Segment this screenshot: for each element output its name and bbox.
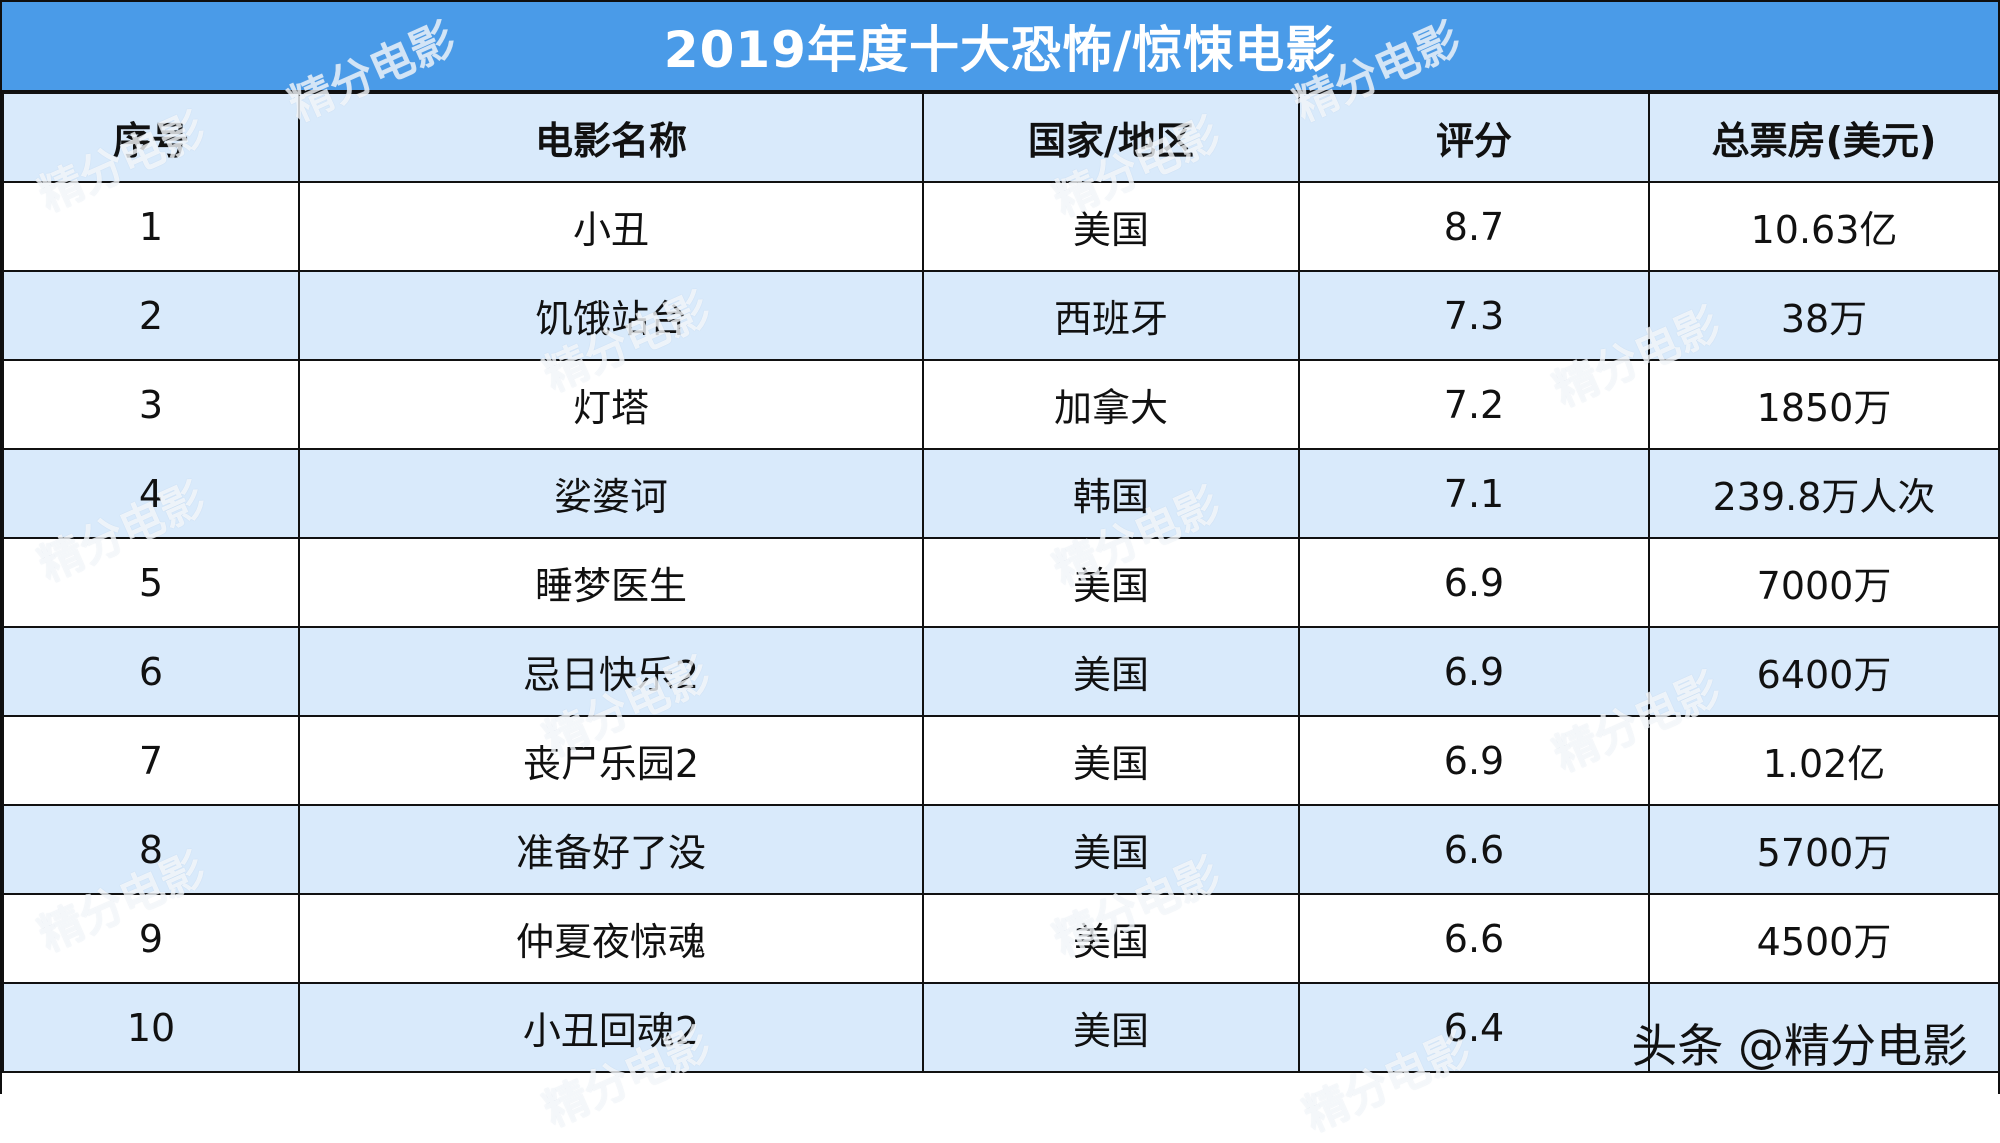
cell-name: 准备好了没: [298, 804, 924, 895]
cell-score: 6.9: [1298, 537, 1650, 628]
cell-country: 美国: [922, 537, 1300, 628]
cell-name: 小丑回魂2: [298, 982, 924, 1073]
cell-score: 6.6: [1298, 804, 1650, 895]
cell-name: 丧尸乐园2: [298, 715, 924, 806]
movie-ranking-table: 序号 电影名称 国家/地区 评分 总票房(美元) 1 小丑 美国 8.7 10.…: [2, 92, 2000, 1073]
cell-rank: 7: [2, 715, 300, 806]
cell-box-office: 5700万: [1648, 804, 2000, 895]
cell-name: 忌日快乐2: [298, 626, 924, 717]
cell-rank: 8: [2, 804, 300, 895]
cell-rank: 9: [2, 893, 300, 984]
table-row: 4 娑婆诃 韩国 7.1 239.8万人次: [2, 448, 2000, 539]
header-box-office: 总票房(美元): [1648, 92, 2000, 183]
cell-score: 7.2: [1298, 359, 1650, 450]
header-row: 序号 电影名称 国家/地区 评分 总票房(美元): [2, 92, 2000, 183]
cell-country: 美国: [922, 893, 1300, 984]
cell-rank: 10: [2, 982, 300, 1073]
cell-box-office: 7000万: [1648, 537, 2000, 628]
cell-rank: 5: [2, 537, 300, 628]
cell-rank: 6: [2, 626, 300, 717]
cell-box-office: [1648, 982, 2000, 1073]
cell-rank: 1: [2, 181, 300, 272]
cell-score: 8.7: [1298, 181, 1650, 272]
table-title: 2019年度十大恐怖/惊悚电影: [2, 0, 1998, 92]
cell-name: 灯塔: [298, 359, 924, 450]
table-row: 5 睡梦医生 美国 6.9 7000万: [2, 537, 2000, 628]
cell-country: 美国: [922, 982, 1300, 1073]
cell-box-office: 10.63亿: [1648, 181, 2000, 272]
cell-name: 睡梦医生: [298, 537, 924, 628]
header-score: 评分: [1298, 92, 1650, 183]
table-row: 2 饥饿站台 西班牙 7.3 38万: [2, 270, 2000, 361]
cell-score: 6.4: [1298, 982, 1650, 1073]
table-row: 6 忌日快乐2 美国 6.9 6400万: [2, 626, 2000, 717]
cell-country: 西班牙: [922, 270, 1300, 361]
cell-name: 娑婆诃: [298, 448, 924, 539]
table-row: 1 小丑 美国 8.7 10.63亿: [2, 181, 2000, 272]
header-country: 国家/地区: [922, 92, 1300, 183]
table-row: 8 准备好了没 美国 6.6 5700万: [2, 804, 2000, 895]
cell-score: 7.1: [1298, 448, 1650, 539]
cell-country: 美国: [922, 804, 1300, 895]
cell-box-office: 38万: [1648, 270, 2000, 361]
cell-country: 美国: [922, 715, 1300, 806]
cell-box-office: 6400万: [1648, 626, 2000, 717]
cell-box-office: 1850万: [1648, 359, 2000, 450]
cell-score: 7.3: [1298, 270, 1650, 361]
cell-box-office: 4500万: [1648, 893, 2000, 984]
cell-rank: 3: [2, 359, 300, 450]
cell-box-office: 1.02亿: [1648, 715, 2000, 806]
cell-country: 加拿大: [922, 359, 1300, 450]
cell-score: 6.9: [1298, 626, 1650, 717]
header-rank: 序号: [2, 92, 300, 183]
cell-box-office: 239.8万人次: [1648, 448, 2000, 539]
cell-name: 饥饿站台: [298, 270, 924, 361]
cell-country: 美国: [922, 181, 1300, 272]
table-row: 9 仲夏夜惊魂 美国 6.6 4500万: [2, 893, 2000, 984]
author-signature: 头条 @精分电影: [1631, 1019, 1968, 1073]
cell-name: 小丑: [298, 181, 924, 272]
cell-score: 6.6: [1298, 893, 1650, 984]
cell-name: 仲夏夜惊魂: [298, 893, 924, 984]
cell-score: 6.9: [1298, 715, 1650, 806]
header-name: 电影名称: [298, 92, 924, 183]
cell-country: 美国: [922, 626, 1300, 717]
table-row: 10 小丑回魂2 美国 6.4: [2, 982, 2000, 1073]
cell-rank: 4: [2, 448, 300, 539]
table-row: 3 灯塔 加拿大 7.2 1850万: [2, 359, 2000, 450]
cell-country: 韩国: [922, 448, 1300, 539]
cell-rank: 2: [2, 270, 300, 361]
table-row: 7 丧尸乐园2 美国 6.9 1.02亿: [2, 715, 2000, 806]
